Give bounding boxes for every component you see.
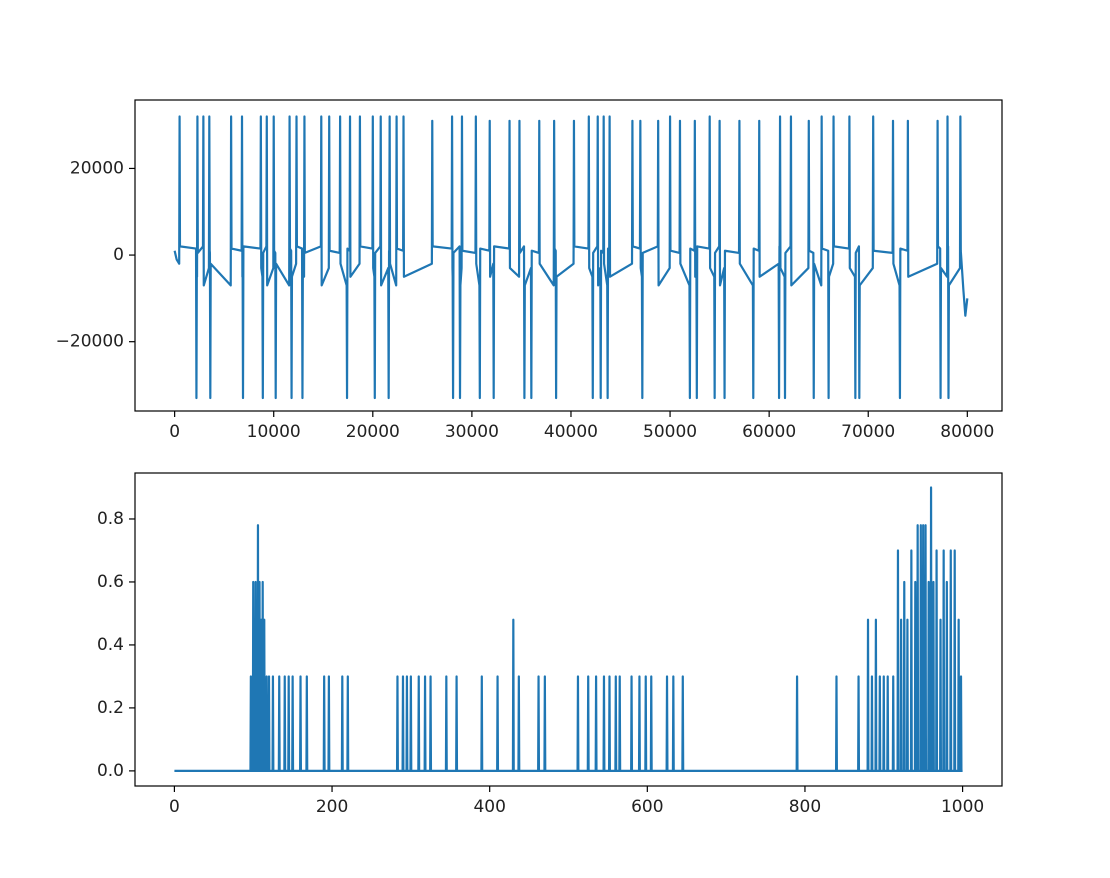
x-tick-label: 0 [169, 797, 180, 817]
y-tick-label: 0.6 [97, 572, 124, 592]
x-tick-label: 70000 [841, 422, 895, 442]
data-line [174, 486, 963, 772]
y-tick-label: 0.8 [97, 509, 124, 529]
x-tick-label: 200 [316, 797, 348, 817]
y-tick-label: −20000 [56, 332, 124, 352]
x-tick-label: 80000 [940, 422, 994, 442]
x-tick-label: 30000 [445, 422, 499, 442]
x-tick-label: 50000 [643, 422, 697, 442]
axes-frame [134, 99, 1003, 412]
y-tick-label: 0.2 [97, 698, 124, 718]
y-tick-label: 0 [113, 245, 124, 265]
y-tick-label: 0.4 [97, 635, 124, 655]
x-tick-label: 60000 [742, 422, 796, 442]
x-tick-label: 400 [473, 797, 505, 817]
x-tick-label: 20000 [346, 422, 400, 442]
x-tick-label: 10000 [247, 422, 301, 442]
x-tick-label: 1000 [941, 797, 984, 817]
y-tick-label: 0.0 [97, 761, 124, 781]
y-tick-label: 20000 [70, 158, 124, 178]
x-tick-label: 600 [631, 797, 663, 817]
x-tick-label: 800 [789, 797, 821, 817]
axes-frame [134, 472, 1003, 787]
x-tick-label: 40000 [544, 422, 598, 442]
x-tick-label: 0 [169, 422, 180, 442]
data-line [173, 115, 969, 400]
